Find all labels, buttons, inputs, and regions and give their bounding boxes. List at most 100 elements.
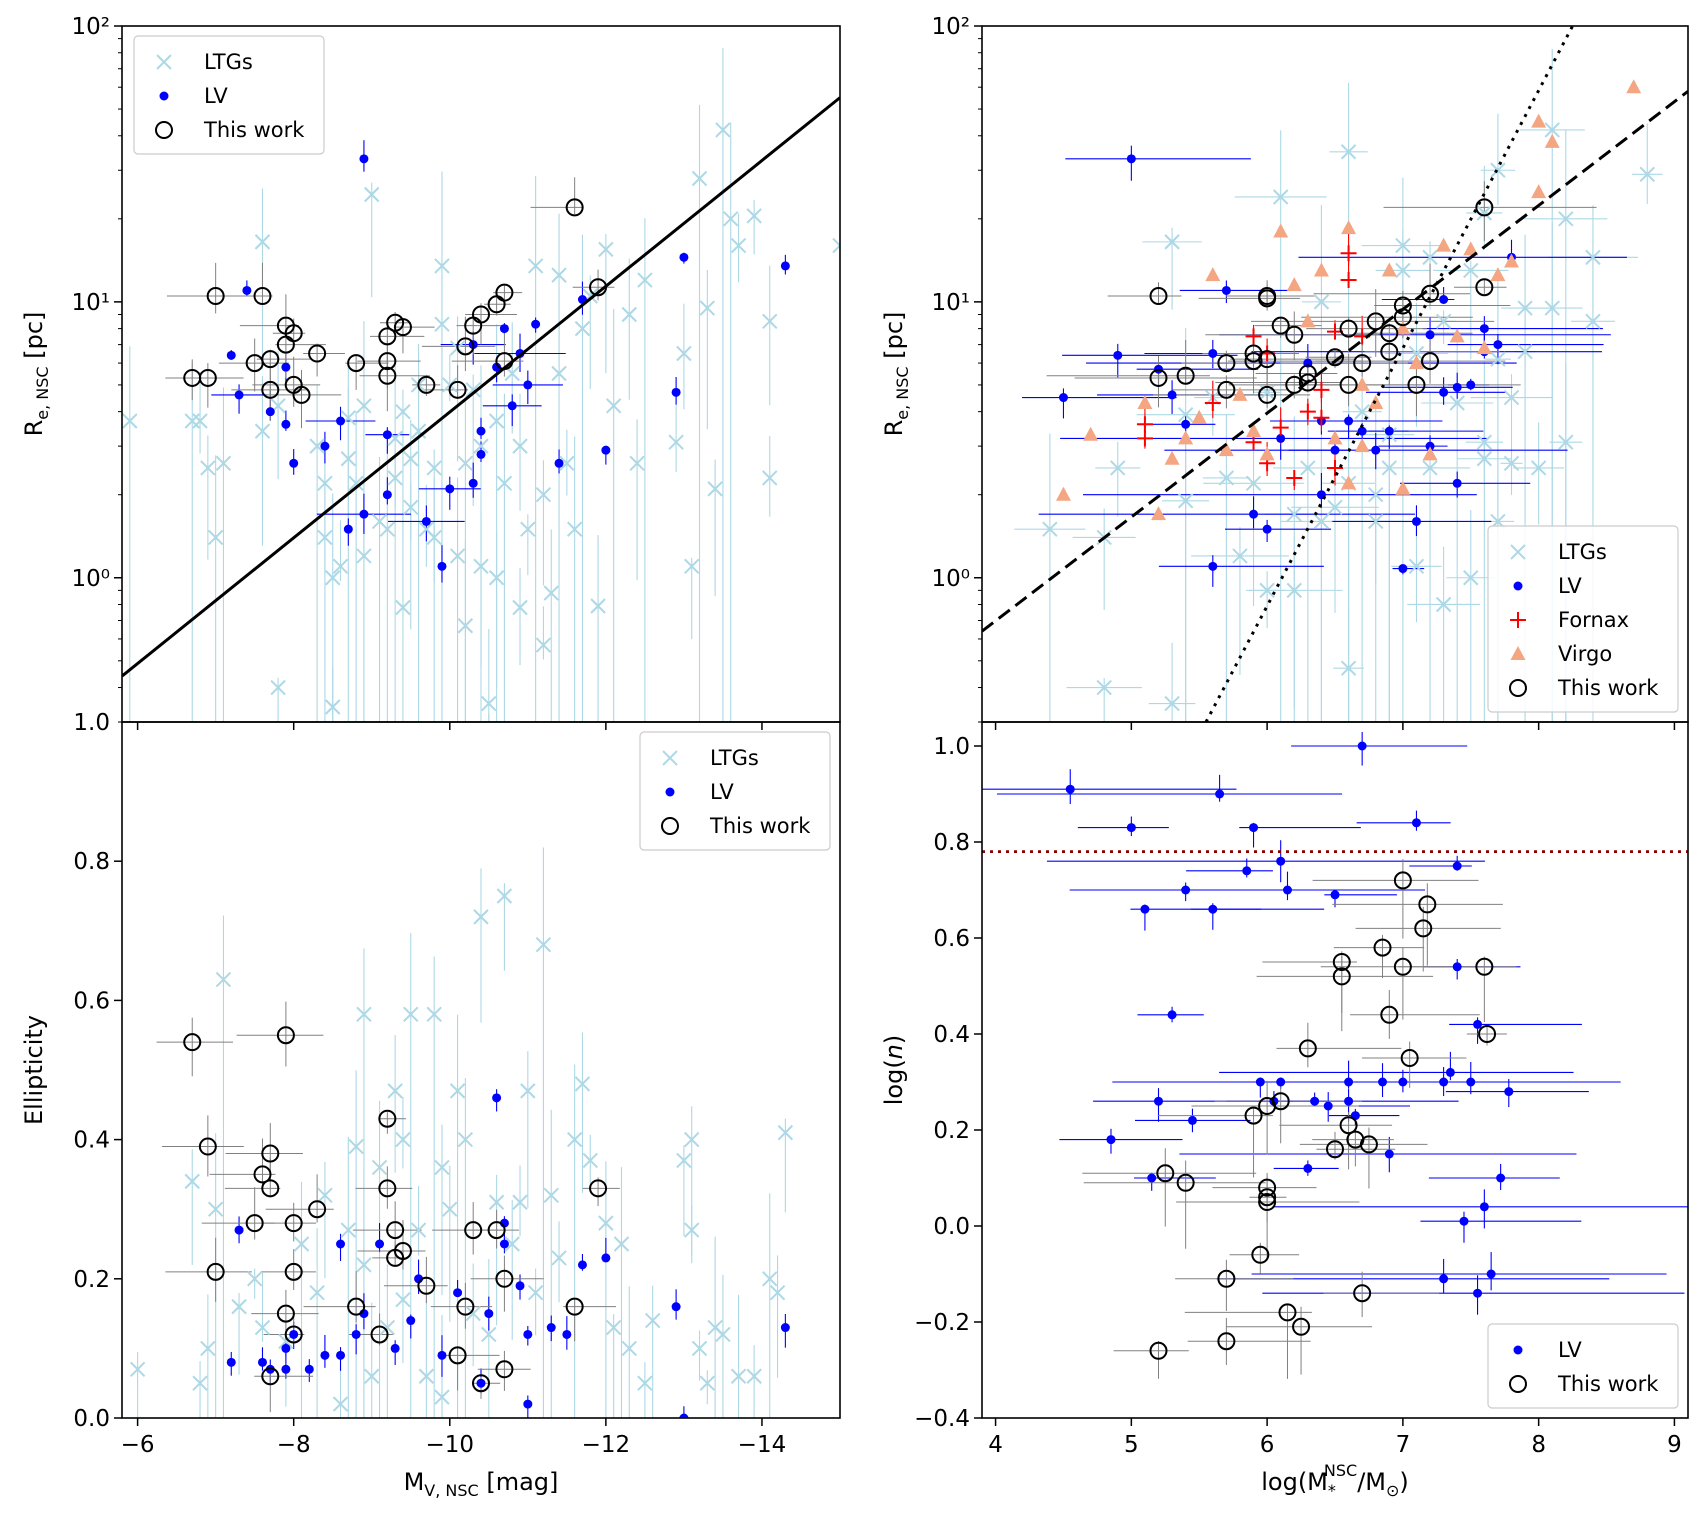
legend-marker-lv — [1513, 581, 1523, 591]
data-point-this-work — [456, 1297, 475, 1316]
data-point-fornax — [1313, 381, 1330, 398]
data-point-this-work — [347, 354, 366, 373]
legend-marker-lv — [159, 91, 169, 101]
data-point-ltgs — [1558, 434, 1574, 450]
data-point-this-work — [495, 1360, 514, 1379]
y-tick-label: 1.0 — [933, 734, 970, 760]
x-tick-label: −6 — [121, 1432, 155, 1458]
legend-label: LTGs — [204, 50, 253, 74]
data-point-ltgs — [1381, 460, 1398, 476]
data-point-ltgs — [270, 679, 286, 696]
data-point-ltgs — [543, 585, 559, 601]
y-tick-label: 0.2 — [73, 1267, 110, 1293]
y-tick-label: 10¹ — [72, 290, 111, 316]
data-point-virgo — [1341, 475, 1357, 490]
y-tick-label: 0.8 — [933, 830, 970, 856]
data-point-ltgs — [684, 1131, 700, 1148]
data-point-this-work — [1149, 287, 1168, 306]
data-point-ltgs — [473, 558, 489, 575]
data-point-this-work — [565, 1297, 584, 1316]
data-point-this-work — [1332, 953, 1351, 971]
data-point-ltgs — [1449, 395, 1465, 411]
data-point-ltgs — [1340, 144, 1357, 160]
fit-line-dashed — [982, 90, 1688, 633]
legend: LTGs LV Fornax Virgo This work — [1487, 525, 1679, 713]
legend-label: This work — [1557, 1372, 1659, 1396]
y-tick-label: 10² — [932, 14, 971, 40]
data-point-this-work — [308, 1200, 327, 1219]
data-point-this-work — [284, 1262, 303, 1281]
data-point-ltgs — [512, 438, 528, 454]
data-point-lv — [1276, 856, 1286, 866]
data-point-lv — [226, 1357, 236, 1367]
legend-box — [639, 731, 831, 851]
data-point-virgo — [1476, 340, 1492, 355]
data-point-ltgs — [473, 909, 489, 925]
data-point-lv — [515, 1281, 525, 1291]
data-point-this-work — [1326, 1140, 1344, 1159]
data-point-ltgs — [1354, 403, 1370, 420]
y-axis-label: Ellipticity — [20, 1015, 48, 1125]
data-point-ltgs — [543, 1187, 559, 1203]
data-point-ltgs — [426, 1006, 442, 1023]
data-point-fornax — [1340, 272, 1357, 289]
data-point-virgo — [1055, 486, 1071, 501]
data-point-ltgs — [1395, 237, 1411, 254]
data-point-ltgs — [317, 475, 333, 491]
data-point-ltgs — [1408, 558, 1425, 575]
data-point-lv — [1357, 741, 1367, 751]
data-point-virgo — [1178, 430, 1194, 445]
data-point-this-work — [1217, 1332, 1236, 1351]
data-point-lv — [1439, 387, 1449, 397]
legend-label: LV — [204, 84, 228, 108]
data-point-lv — [1106, 1135, 1116, 1145]
data-point-ltgs — [457, 618, 474, 634]
data-point-lv — [242, 285, 252, 295]
data-point-ltgs — [707, 481, 723, 497]
legend-label: This work — [203, 118, 305, 142]
legend-label: LTGs — [710, 746, 759, 770]
data-point-ltgs — [1530, 460, 1547, 476]
data-point-lv — [523, 1329, 533, 1339]
data-point-ltgs — [1639, 166, 1655, 183]
data-point-ltgs — [746, 208, 762, 224]
legend-label: LV — [1558, 574, 1582, 598]
data-points — [1065, 741, 1514, 1360]
data-point-lv — [343, 524, 353, 534]
data-point-lv — [1384, 1149, 1394, 1159]
data-point-ltgs — [356, 548, 372, 564]
axis-ticks: 10⁰ 10¹ 10² — [932, 14, 1676, 730]
data-point-lv — [1398, 564, 1408, 574]
y-tick-label: 10⁰ — [932, 566, 971, 592]
data-point-ltgs — [1476, 451, 1493, 467]
data-point-ltgs — [332, 1396, 349, 1412]
data-point-lv — [507, 401, 517, 411]
data-point-ltgs — [527, 1285, 544, 1301]
data-point-ltgs — [566, 521, 583, 537]
legend-label: LTGs — [1558, 540, 1607, 564]
data-point-fornax — [1313, 409, 1330, 426]
y-tick-label: 0.8 — [73, 849, 110, 875]
data-point-this-work — [1326, 348, 1344, 367]
data-point-ltgs — [1395, 262, 1411, 279]
data-point-this-work — [1271, 1092, 1290, 1111]
data-point-this-work — [1400, 1049, 1419, 1067]
data-point-lv — [1330, 445, 1340, 455]
data-point-ltgs — [559, 455, 575, 471]
data-point-lv — [359, 509, 369, 519]
data-point-ltgs — [699, 300, 716, 316]
data-point-lv — [499, 324, 509, 334]
data-point-ltgs — [512, 1194, 528, 1210]
data-point-ltgs — [207, 529, 224, 546]
data-point-ltgs — [691, 170, 708, 187]
data-point-ltgs — [379, 521, 396, 537]
data-point-lv — [1344, 1077, 1354, 1087]
data-point-ltgs — [473, 438, 489, 454]
legend-marker-lv — [1513, 1345, 1523, 1355]
data-point-ltgs — [387, 470, 403, 486]
data-point-ltgs — [465, 1305, 481, 1322]
data-point-lv — [281, 419, 291, 429]
data-point-this-work — [261, 350, 280, 369]
data-point-lv — [1282, 885, 1292, 895]
y-tick-label: −0.2 — [914, 1310, 970, 1336]
